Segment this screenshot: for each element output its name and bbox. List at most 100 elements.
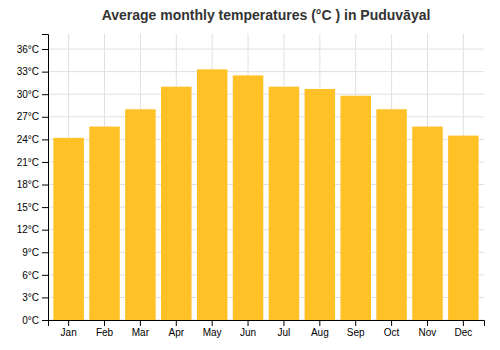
bar <box>197 69 228 320</box>
tick: 15°C <box>17 202 48 213</box>
tick-mark <box>42 207 48 208</box>
tick-label: 3°C <box>22 292 39 303</box>
x-axis: Jan Feb Mar Apr May Jun Jul Aug Sep Oct Nov Dec <box>49 320 485 338</box>
bar <box>53 138 84 320</box>
tick-label: Nov <box>419 327 437 338</box>
tick-label: 9°C <box>22 247 39 258</box>
grid-line <box>48 71 484 72</box>
bar <box>89 127 120 320</box>
tick-label: 30°C <box>17 89 39 100</box>
tick-mark <box>42 72 48 73</box>
tick: Feb <box>96 320 114 338</box>
tick-label: 18°C <box>17 179 39 190</box>
tick: Jun <box>240 320 256 338</box>
tick-mark <box>319 320 320 326</box>
tick-label: Mar <box>132 327 150 338</box>
tick-mark <box>42 320 48 321</box>
tick-label: Oct <box>384 327 400 338</box>
axis-line <box>42 35 49 321</box>
bar <box>412 127 443 320</box>
tick-mark <box>42 94 48 95</box>
tick-label: Jul <box>278 327 291 338</box>
tick-label: Feb <box>96 327 114 338</box>
chart: 0°C 3°C 6°C 9°C 12°C 15°C 18°C 21°C 24°C 27°C 30°C… <box>0 0 500 350</box>
tick: Sep <box>347 320 365 338</box>
tick-label: May <box>203 327 222 338</box>
tick: 33°C <box>17 66 48 77</box>
grid-line <box>48 116 484 117</box>
tick-label: Aug <box>311 327 329 338</box>
tick: May <box>203 320 222 338</box>
tick-label: 27°C <box>17 111 39 122</box>
tick-label: Apr <box>169 327 185 338</box>
tick: 21°C <box>17 157 48 168</box>
tick-label: Sep <box>347 327 365 338</box>
tick-mark <box>42 230 48 231</box>
tick-mark <box>355 320 356 326</box>
tick-mark <box>68 320 69 326</box>
bar <box>305 89 336 320</box>
tick: Apr <box>169 320 185 338</box>
tick-label: Dec <box>454 327 472 338</box>
y-axis: 0°C 3°C 6°C 9°C 12°C 15°C 18°C 21°C 24°C 27°C 30°C… <box>17 35 49 326</box>
bar <box>161 87 192 320</box>
tick: Jan <box>61 320 77 338</box>
bar <box>233 75 264 320</box>
tick-label: 6°C <box>22 270 39 281</box>
tick-mark <box>391 320 392 326</box>
tick-label: 24°C <box>17 134 39 145</box>
tick-label: 15°C <box>17 202 39 213</box>
tick-label: 21°C <box>17 157 39 168</box>
tick-label: 36°C <box>17 44 39 55</box>
tick: 24°C <box>17 134 48 145</box>
tick-mark <box>283 320 284 326</box>
tick-mark <box>42 162 48 163</box>
tick-mark <box>212 320 213 326</box>
tick-mark <box>463 320 464 326</box>
tick-mark <box>140 320 141 326</box>
tick-mark <box>42 185 48 186</box>
bars <box>53 69 478 320</box>
tick: 27°C <box>17 111 48 122</box>
axis-line <box>49 321 485 327</box>
tick-label: 33°C <box>17 66 39 77</box>
tick-mark <box>248 320 249 326</box>
grid <box>48 34 484 320</box>
tick-mark <box>427 320 428 326</box>
tick-label: Jan <box>61 327 77 338</box>
tick-mark <box>42 275 48 276</box>
title: Average monthly temperatures (°C ) in Pu… <box>102 7 431 23</box>
grid-line <box>48 49 484 50</box>
tick-label: 12°C <box>17 224 39 235</box>
plot: 0°C 3°C 6°C 9°C 12°C 15°C 18°C 21°C 24°C 27°C 30°C… <box>17 34 485 338</box>
tick-mark <box>42 49 48 50</box>
tick-mark <box>104 320 105 326</box>
tick-mark <box>42 139 48 140</box>
tick: Jul <box>278 320 291 338</box>
tick: 30°C <box>17 89 48 100</box>
tick: 0°C <box>22 315 48 326</box>
tick: 3°C <box>22 292 48 303</box>
tick-mark <box>42 252 48 253</box>
tick: Aug <box>311 320 329 338</box>
tick-label: Jun <box>240 327 256 338</box>
tick: 12°C <box>17 224 48 235</box>
tick: 9°C <box>22 247 48 258</box>
tick-mark <box>176 320 177 326</box>
tick: Dec <box>454 320 472 338</box>
grid-line <box>48 94 484 95</box>
tick-mark <box>42 297 48 298</box>
tick: 36°C <box>17 44 48 55</box>
bar <box>269 87 300 320</box>
tick-mark <box>42 117 48 118</box>
bar <box>376 109 407 320</box>
tick: Nov <box>419 320 437 338</box>
tick: 18°C <box>17 179 48 190</box>
tick: Mar <box>132 320 150 338</box>
bar <box>340 96 371 320</box>
tick: Oct <box>384 320 400 338</box>
tick: 6°C <box>22 270 48 281</box>
bar <box>448 136 479 320</box>
bar <box>125 109 156 320</box>
tick-label: 0°C <box>22 315 39 326</box>
